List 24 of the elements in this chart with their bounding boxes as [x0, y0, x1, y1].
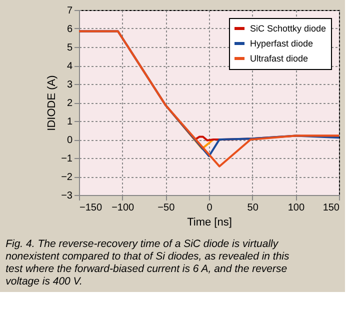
- x-tick-label: −100: [112, 202, 135, 214]
- y-tick-label: 0: [66, 135, 73, 146]
- x-tick-label: −50: [158, 202, 176, 214]
- y-tick-label: 4: [66, 61, 73, 72]
- y-tick-label: 6: [66, 24, 73, 35]
- y-tick-label: −1: [61, 154, 73, 164]
- x-tick-label: 0: [206, 202, 213, 214]
- y-tick-label: 5: [66, 42, 73, 54]
- legend-label: Ultrafast diode: [250, 54, 308, 64]
- caption: Fig. 4. The reverse-recovery time of a SiC diode is virtually nonexistent compared to that of Si diodes, as revealed in this test where the forward-biased current is 6 A, and the reverse voltage is 400 V.: [6, 238, 290, 288]
- y-tick-label: 1: [66, 116, 73, 128]
- legend-label: Hyperfast diode: [250, 38, 314, 48]
- y-tick-label: 2: [66, 98, 73, 109]
- x-tick-label: 100: [288, 202, 305, 214]
- y-tick-label: 7: [66, 6, 73, 16]
- x-tick-label: −150: [80, 202, 102, 214]
- y-tick-label: −2: [61, 172, 73, 183]
- x-tick-label: 50: [247, 202, 259, 214]
- y-tick-label: 3: [66, 80, 73, 90]
- legend-label: SiC Schottky diode: [250, 24, 326, 34]
- x-tick-label: 150: [322, 202, 340, 214]
- y-tick-label: −3: [61, 190, 73, 202]
- y-axis-title: IDIODE (A): [46, 75, 58, 131]
- x-axis-title: Time [ns]: [187, 216, 232, 228]
